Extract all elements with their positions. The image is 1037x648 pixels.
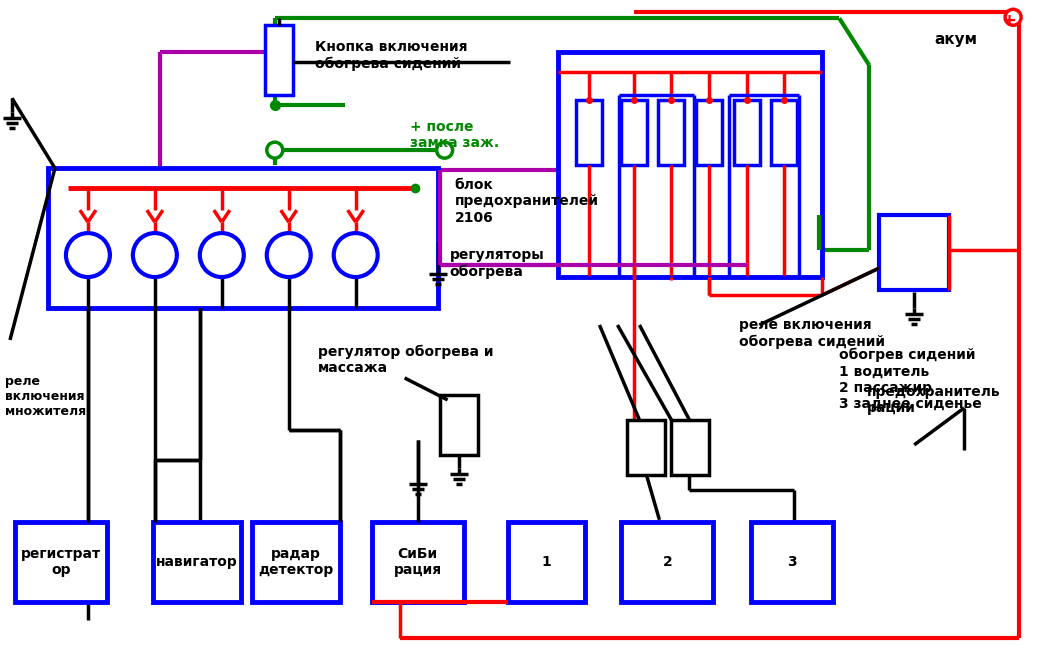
Bar — [440, 395, 478, 455]
Bar — [252, 522, 340, 602]
Bar — [697, 100, 723, 165]
Text: радар
детектор: радар детектор — [258, 547, 333, 577]
Bar — [577, 100, 602, 165]
Text: 2: 2 — [663, 555, 672, 569]
Bar — [15, 522, 107, 602]
Text: блок
предохранителей
2106: блок предохранителей 2106 — [454, 178, 598, 224]
Circle shape — [1005, 9, 1021, 25]
Text: регистрат
ор: регистрат ор — [21, 547, 101, 577]
Bar — [264, 25, 292, 95]
Bar — [152, 522, 241, 602]
Text: Кнопка включения
обогрева сидений: Кнопка включения обогрева сидений — [314, 40, 468, 71]
Circle shape — [133, 233, 177, 277]
Text: акум: акум — [934, 32, 977, 47]
Text: реле включения
обогрева сидений: реле включения обогрева сидений — [739, 318, 886, 349]
Bar — [507, 522, 586, 602]
Bar — [558, 52, 822, 277]
Text: +: + — [1002, 12, 1016, 30]
Bar — [671, 420, 709, 475]
Bar — [772, 100, 797, 165]
Text: СиБи
рация: СиБи рация — [394, 547, 442, 577]
Text: предохранитель
рации: предохранитель рации — [867, 385, 1001, 415]
Circle shape — [267, 233, 311, 277]
Circle shape — [267, 142, 283, 158]
Circle shape — [437, 142, 452, 158]
Text: регулятор обогрева и
массажа: регулятор обогрева и массажа — [317, 345, 494, 375]
Circle shape — [200, 233, 244, 277]
Bar — [658, 100, 684, 165]
Bar — [621, 100, 647, 165]
Circle shape — [66, 233, 110, 277]
Text: обогрев сидений
1 водитель
2 пассажир
3 заднее сиденье: обогрев сидений 1 водитель 2 пассажир 3 … — [839, 348, 982, 411]
Bar — [627, 420, 666, 475]
Text: регуляторы
обогрева: регуляторы обогрева — [450, 248, 544, 279]
Text: реле
включения
множителя: реле включения множителя — [5, 375, 86, 418]
Text: навигатор: навигатор — [156, 555, 237, 569]
Circle shape — [334, 233, 377, 277]
Bar — [371, 522, 464, 602]
Bar — [752, 522, 834, 602]
Text: 1: 1 — [541, 555, 552, 569]
Bar — [621, 522, 713, 602]
Bar — [48, 168, 438, 308]
Bar — [879, 215, 949, 290]
Text: + после
замка заж.: + после замка заж. — [410, 120, 499, 150]
Bar — [734, 100, 760, 165]
Text: 3: 3 — [787, 555, 797, 569]
